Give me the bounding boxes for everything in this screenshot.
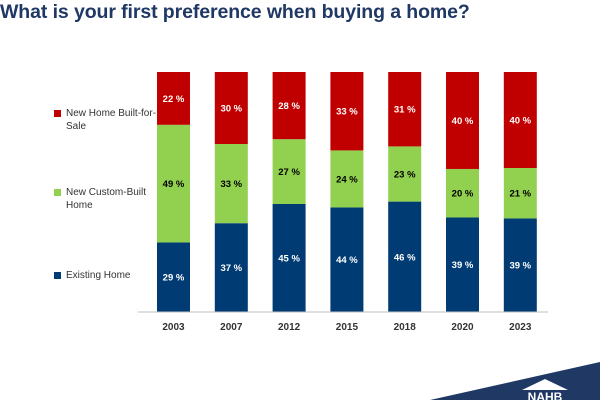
page-title: What is your first preference when buyin…	[0, 1, 470, 23]
data-label-2020-2: 40 %	[452, 116, 474, 127]
data-label-2007-0: 37 %	[220, 263, 242, 274]
data-label-2007-1: 33 %	[220, 179, 242, 190]
data-label-2007-2: 30 %	[220, 104, 242, 115]
legend-swatch-custom-built	[54, 189, 61, 196]
data-label-2015-1: 24 %	[336, 174, 358, 185]
bar-segment-2015-1	[330, 150, 364, 208]
logo-text: NAHB	[528, 390, 563, 400]
legend-item-existing: Existing Home	[54, 269, 162, 282]
bar-segment-2023-0	[503, 218, 537, 312]
data-label-2003-1: 49 %	[163, 179, 185, 190]
legend-label-built-for-sale: New Home Built-for-Sale	[66, 108, 157, 132]
bar-segment-2023-2	[503, 72, 537, 168]
bar-segment-2007-2	[214, 72, 248, 144]
legend-swatch-built-for-sale	[54, 110, 61, 117]
data-label-2015-2: 33 %	[336, 107, 358, 118]
data-label-2018-0: 46 %	[394, 252, 416, 263]
data-label-2020-1: 20 %	[452, 189, 474, 200]
bar-segment-2003-0	[157, 242, 190, 312]
data-label-2018-2: 31 %	[394, 105, 416, 116]
legend-label-custom-built: New Custom-Built Home	[66, 187, 147, 211]
data-label-2003-0: 29 %	[163, 273, 185, 284]
bar-segment-2020-1	[446, 168, 479, 218]
legend-item-custom-built: New Custom-Built Home	[54, 186, 162, 212]
x-tick-label-2015: 2015	[336, 322, 359, 333]
x-tick-label-2018: 2018	[394, 322, 417, 333]
data-label-2018-1: 23 %	[394, 170, 416, 181]
data-label-2012-0: 45 %	[278, 254, 300, 265]
bar-segment-2015-2	[330, 72, 364, 151]
x-tick-label-2012: 2012	[278, 322, 301, 333]
bar-segment-2007-1	[214, 144, 248, 224]
data-label-2003-2: 22 %	[163, 94, 185, 105]
logo-roof-icon	[522, 379, 568, 390]
bar-segment-2018-1	[388, 146, 422, 202]
x-tick-label-2007: 2007	[220, 322, 243, 333]
bar-segment-2012-1	[272, 139, 306, 204]
bar-segment-2020-0	[446, 217, 479, 312]
bar-segment-2012-0	[272, 204, 306, 312]
data-label-2023-1: 21 %	[509, 189, 531, 200]
bar-segment-2007-0	[214, 223, 248, 312]
x-tick-label-2020: 2020	[451, 322, 474, 333]
bar-segment-2015-0	[330, 207, 364, 312]
bar-segment-2012-2	[272, 72, 306, 140]
data-label-2015-0: 44 %	[336, 255, 358, 266]
bar-segment-2003-2	[157, 72, 190, 125]
legend-item-built-for-sale: New Home Built-for-Sale	[54, 107, 162, 133]
logo-banner	[430, 362, 600, 400]
legend-label-existing: Existing Home	[66, 270, 131, 281]
bar-segment-2018-2	[388, 72, 422, 147]
bar-segment-2018-0	[388, 201, 422, 312]
x-tick-label-2003: 2003	[162, 322, 185, 333]
data-label-2012-2: 28 %	[278, 101, 300, 112]
bar-segment-2003-1	[157, 124, 190, 243]
legend-swatch-existing	[54, 272, 61, 279]
bar-segment-2020-2	[446, 72, 479, 169]
bar-segment-2023-1	[503, 168, 537, 219]
data-label-2012-1: 27 %	[278, 167, 300, 178]
data-label-2020-0: 39 %	[452, 260, 474, 271]
x-tick-label-2023: 2023	[509, 322, 532, 333]
data-label-2023-0: 39 %	[509, 261, 531, 272]
data-label-2023-2: 40 %	[509, 116, 531, 127]
